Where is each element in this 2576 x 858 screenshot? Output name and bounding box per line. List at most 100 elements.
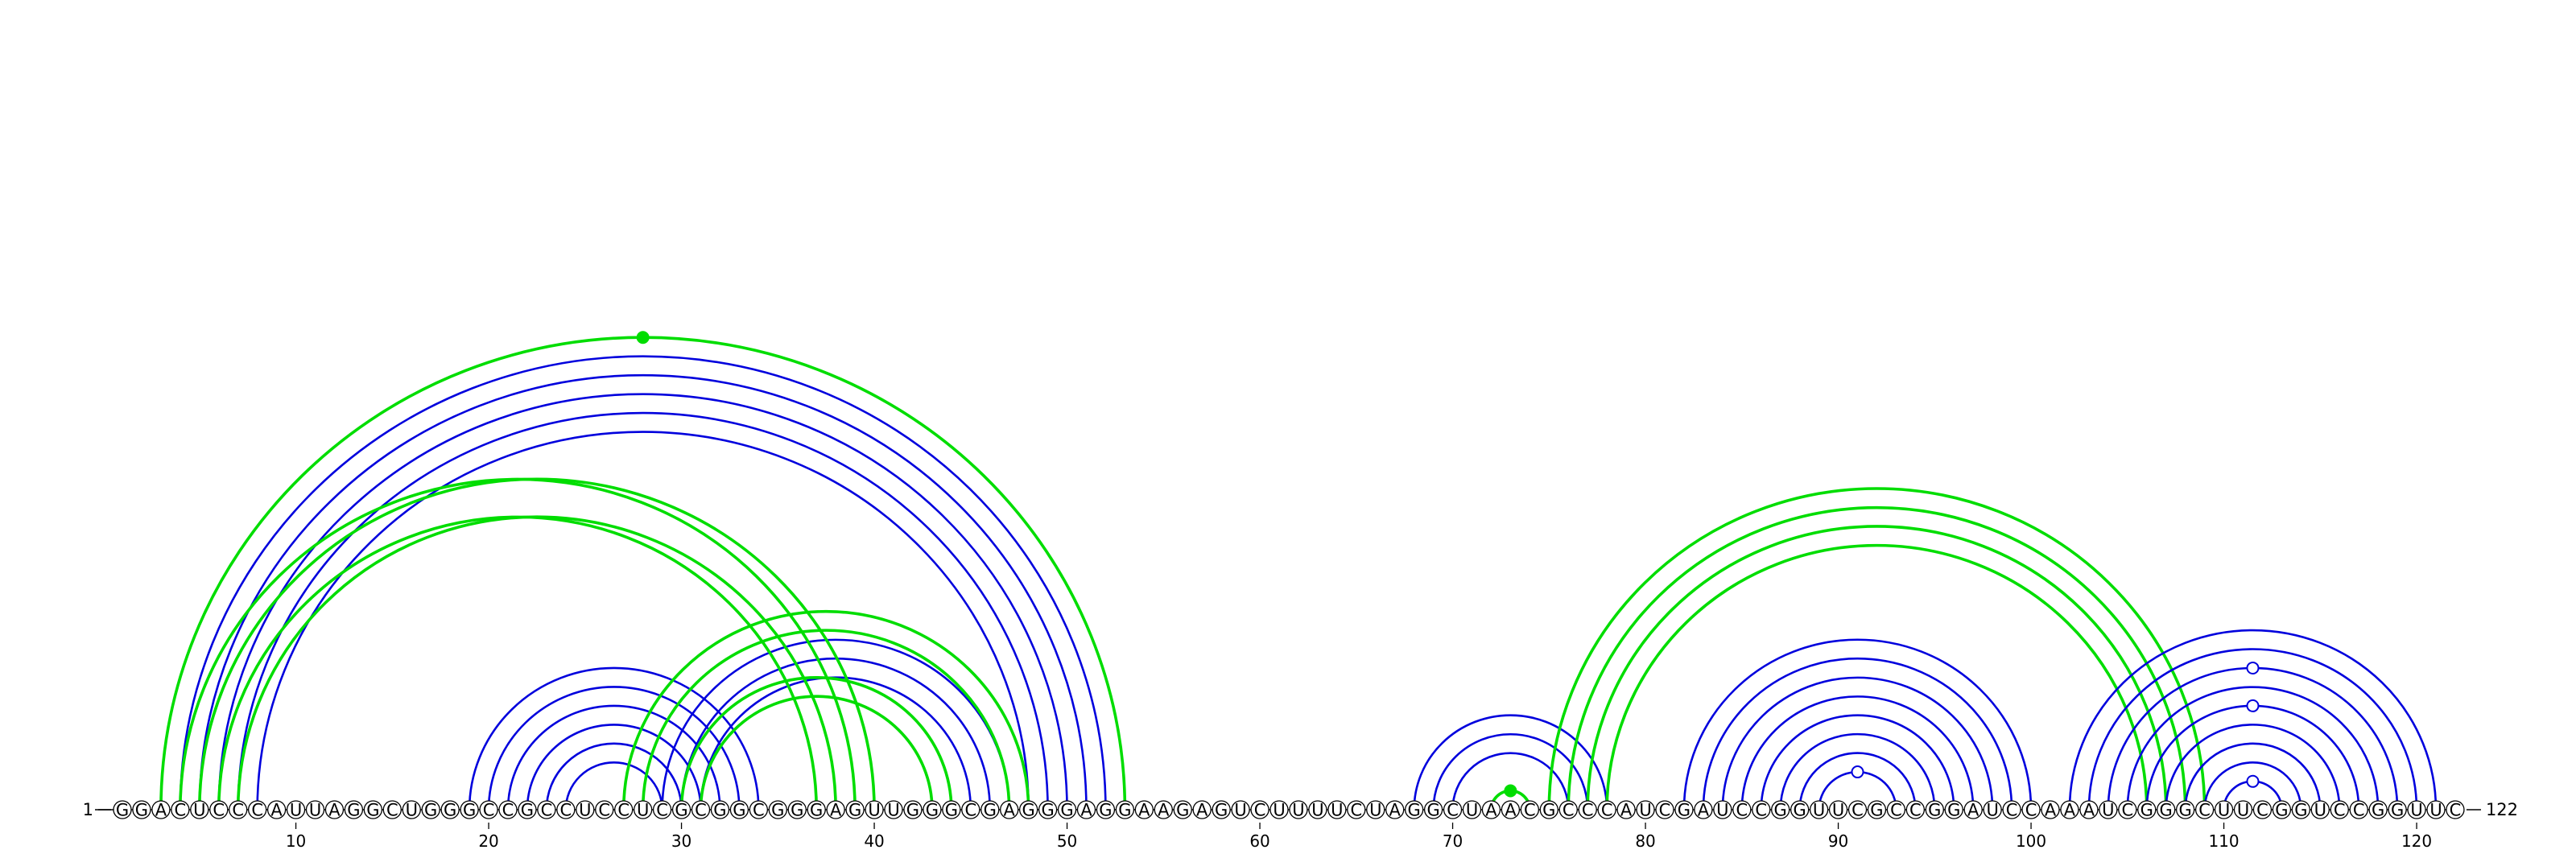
nucleotide-47: A: [1000, 800, 1019, 820]
nucleotide-51: A: [1076, 800, 1096, 820]
nucleotide-120: U: [2407, 800, 2426, 820]
svg-text:U: U: [2429, 801, 2442, 820]
nucleotide-8: C: [247, 800, 267, 820]
svg-text:C: C: [1736, 801, 1748, 820]
tick-label-60: 60: [1249, 831, 1269, 851]
svg-text:G: G: [444, 801, 456, 820]
svg-text:C: C: [2353, 801, 2365, 820]
arc-marker-104-119: [2246, 661, 2260, 674]
svg-text:G: G: [1870, 801, 1883, 820]
nucleotide-105: C: [2118, 800, 2137, 820]
nucleotide-31: C: [691, 800, 711, 820]
nucleotide-27: C: [614, 800, 634, 820]
svg-text:C: C: [1447, 801, 1459, 820]
nucleotide-118: G: [2368, 800, 2388, 820]
nucleotide-92: G: [1867, 800, 1887, 820]
nucleotide-49: G: [1038, 800, 1058, 820]
nucleotide-41: U: [884, 800, 903, 820]
svg-text:C: C: [560, 801, 572, 820]
svg-text:U: U: [1311, 801, 1323, 820]
arc-7-38: [236, 515, 837, 811]
svg-text:U: U: [309, 801, 321, 820]
arc-28-47: [641, 629, 1011, 811]
nucleotide-16: U: [402, 800, 421, 820]
svg-text:C: C: [1909, 801, 1922, 820]
svg-text:U: U: [887, 801, 899, 820]
svg-text:G: G: [116, 801, 129, 820]
arc-83-99: [1702, 658, 2013, 811]
svg-text:G: G: [848, 801, 861, 820]
arc-31-43: [699, 695, 934, 811]
nucleotide-55: A: [1154, 800, 1173, 820]
nucleotide-101: A: [2041, 800, 2060, 820]
arc-76-108: [1567, 505, 2187, 811]
nucleotide-15: C: [382, 800, 402, 820]
nucleotide-46: G: [980, 800, 1000, 820]
nucleotide-60: C: [1250, 800, 1269, 820]
svg-text:G: G: [906, 801, 919, 820]
svg-text:G: G: [1678, 801, 1690, 820]
svg-text:G: G: [926, 801, 939, 820]
svg-text:C: C: [656, 801, 668, 820]
nucleotide-82: G: [1674, 800, 1694, 820]
svg-text:A: A: [2083, 801, 2095, 820]
right-end-label: 122: [2486, 800, 2518, 819]
nucleotide-122: C: [2446, 800, 2465, 820]
svg-text:U: U: [1273, 801, 1285, 820]
svg-text:G: G: [675, 801, 687, 820]
arc-21-32: [506, 704, 721, 811]
svg-text:U: U: [1234, 801, 1246, 820]
svg-text:C: C: [213, 801, 225, 820]
tick-label-70: 70: [1443, 831, 1463, 851]
svg-text:U: U: [637, 801, 649, 820]
svg-text:C: C: [695, 801, 707, 820]
tick-label-100: 100: [2016, 831, 2046, 851]
svg-text:U: U: [1466, 801, 1478, 820]
nucleotide-13: G: [344, 800, 364, 820]
nucleotide-52: G: [1096, 800, 1116, 820]
nucleotide-111: U: [2233, 800, 2253, 820]
nucleotide-94: C: [1905, 800, 1926, 820]
arc-marker-89-93: [1851, 765, 1864, 779]
svg-text:U: U: [1292, 801, 1304, 820]
arc-marker-72-74: [1504, 784, 1517, 798]
arc-7-49: [237, 411, 1049, 811]
arc-marker-106-117: [2246, 699, 2260, 712]
arc-105-118: [2126, 686, 2380, 811]
tick-label-20: 20: [478, 831, 498, 851]
arc-102-121: [2068, 629, 2438, 811]
nucleotide-18: G: [440, 800, 460, 820]
tick-label-40: 40: [864, 831, 884, 851]
arc-27-48: [621, 609, 1030, 811]
svg-text:G: G: [1928, 801, 1941, 820]
svg-text:U: U: [193, 801, 205, 820]
nucleotide-26: C: [595, 800, 614, 820]
svg-text:C: C: [753, 801, 765, 820]
nucleotide-5: U: [190, 800, 209, 820]
svg-text:G: G: [366, 801, 379, 820]
svg-text:C: C: [1254, 801, 1266, 820]
nucleotide-72: A: [1481, 800, 1501, 820]
nucleotide-96: G: [1944, 800, 1963, 820]
nucleotide-7: C: [229, 800, 248, 820]
arc-103-120: [2087, 648, 2418, 811]
svg-text:A: A: [1620, 801, 1633, 820]
nucleotide-77: C: [1578, 800, 1597, 820]
nucleotide-38: A: [826, 800, 845, 820]
nucleotide-75: G: [1539, 800, 1558, 820]
svg-text:C: C: [386, 801, 398, 820]
svg-text:U: U: [2237, 801, 2249, 820]
svg-text:A: A: [1004, 801, 1016, 820]
tick-label-90: 90: [1828, 831, 1848, 851]
nucleotide-58: G: [1212, 800, 1231, 820]
svg-text:C: C: [2198, 801, 2211, 820]
svg-text:U: U: [290, 801, 302, 820]
svg-text:C: C: [2121, 801, 2133, 820]
svg-text:G: G: [424, 801, 437, 820]
arc-marker-3-53: [636, 331, 650, 344]
svg-text:G: G: [945, 801, 958, 820]
nucleotide-106: G: [2137, 800, 2157, 820]
tick-label-80: 80: [1635, 831, 1655, 851]
arc-19-34: [468, 666, 760, 811]
